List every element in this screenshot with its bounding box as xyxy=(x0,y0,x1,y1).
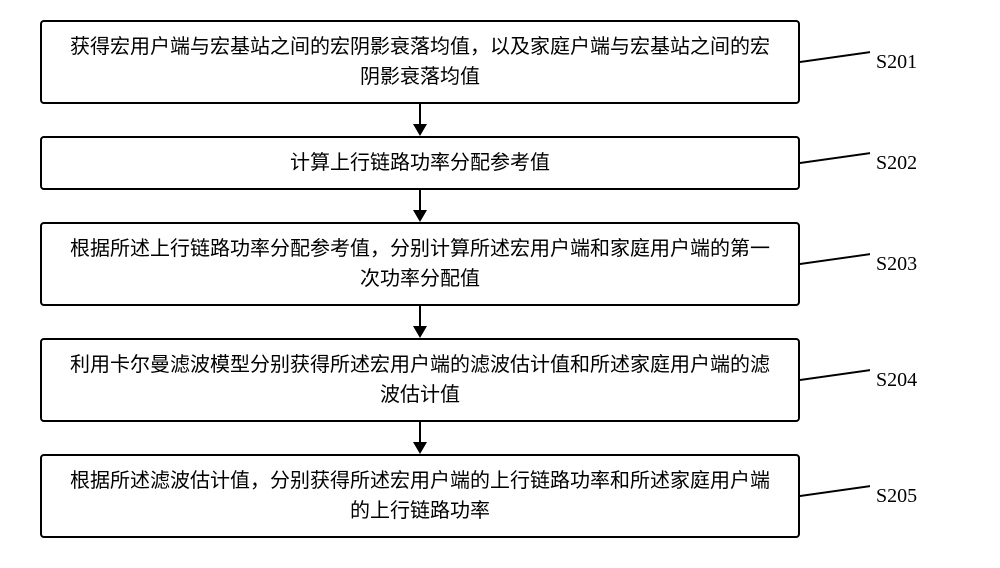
step-label-4: S204 xyxy=(876,369,917,392)
step-label-wrap: S203 xyxy=(800,253,960,276)
flow-step-box-3: 根据所述上行链路功率分配参考值，分别计算所述宏用户端和家庭用户端的第一次功率分配… xyxy=(40,222,800,306)
step-label-2: S202 xyxy=(876,152,917,175)
arrow-row xyxy=(40,190,960,222)
down-arrow xyxy=(40,104,800,136)
arrow-row xyxy=(40,422,960,454)
step-label-wrap: S205 xyxy=(800,485,960,508)
leader-line xyxy=(800,152,870,164)
flow-step-row: 利用卡尔曼滤波模型分别获得所述宏用户端的滤波估计值和所述家庭用户端的滤波估计值 … xyxy=(40,338,960,422)
flow-step-box-5: 根据所述滤波估计值，分别获得所述宏用户端的上行链路功率和所述家庭用户端的上行链路… xyxy=(40,454,800,538)
leader-line xyxy=(800,369,870,381)
step-label-wrap: S202 xyxy=(800,152,960,175)
step-label-wrap: S201 xyxy=(800,51,960,74)
flow-step-row: 根据所述上行链路功率分配参考值，分别计算所述宏用户端和家庭用户端的第一次功率分配… xyxy=(40,222,960,306)
step-label-3: S203 xyxy=(876,253,917,276)
leader-line xyxy=(800,485,870,497)
leader-line xyxy=(800,51,870,63)
flow-step-row: 计算上行链路功率分配参考值 S202 xyxy=(40,136,960,190)
flowchart-container: 获得宏用户端与宏基站之间的宏阴影衰落均值，以及家庭户端与宏基站之间的宏阴影衰落均… xyxy=(40,20,960,538)
flow-step-row: 获得宏用户端与宏基站之间的宏阴影衰落均值，以及家庭户端与宏基站之间的宏阴影衰落均… xyxy=(40,20,960,104)
leader-line xyxy=(800,253,870,265)
flow-step-row: 根据所述滤波估计值，分别获得所述宏用户端的上行链路功率和所述家庭用户端的上行链路… xyxy=(40,454,960,538)
step-label-wrap: S204 xyxy=(800,369,960,392)
flow-step-box-2: 计算上行链路功率分配参考值 xyxy=(40,136,800,190)
down-arrow xyxy=(40,190,800,222)
step-label-1: S201 xyxy=(876,51,917,74)
step-label-5: S205 xyxy=(876,485,917,508)
arrow-row xyxy=(40,104,960,136)
arrow-row xyxy=(40,306,960,338)
down-arrow xyxy=(40,306,800,338)
flow-step-box-4: 利用卡尔曼滤波模型分别获得所述宏用户端的滤波估计值和所述家庭用户端的滤波估计值 xyxy=(40,338,800,422)
down-arrow xyxy=(40,422,800,454)
flow-step-box-1: 获得宏用户端与宏基站之间的宏阴影衰落均值，以及家庭户端与宏基站之间的宏阴影衰落均… xyxy=(40,20,800,104)
